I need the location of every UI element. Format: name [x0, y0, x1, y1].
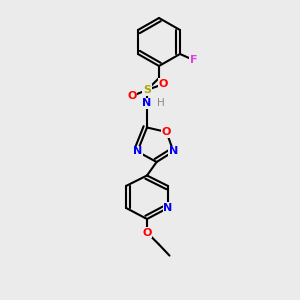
Text: H: H [157, 98, 165, 109]
Text: O: O [127, 91, 137, 101]
Text: F: F [190, 55, 197, 65]
Text: O: O [142, 227, 152, 238]
Text: N: N [133, 146, 142, 157]
Text: O: O [162, 127, 171, 137]
Text: O: O [159, 79, 168, 89]
Text: N: N [169, 146, 178, 157]
Text: N: N [142, 98, 152, 109]
Text: N: N [164, 203, 172, 213]
Text: S: S [143, 85, 151, 95]
